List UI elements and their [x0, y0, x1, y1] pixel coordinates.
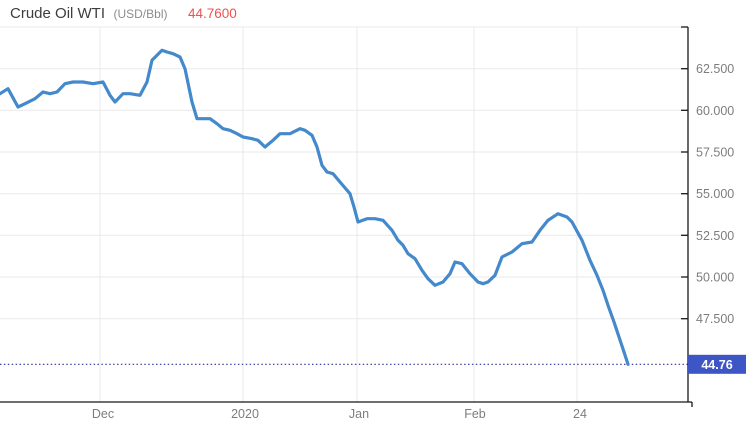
- chart-header: Crude Oil WTI (USD/Bbl) 44.7600: [10, 5, 237, 23]
- chart-title: Crude Oil WTI: [10, 5, 106, 22]
- plot-area[interactable]: [0, 27, 688, 402]
- last-price-text: 44.7600: [187, 6, 237, 21]
- y-axis-label: 55.000: [696, 187, 734, 201]
- y-axis-label: 47.500: [696, 312, 734, 326]
- x-axis-label: Jan: [349, 407, 369, 421]
- y-axis-label: 60.000: [696, 104, 734, 118]
- y-axis-label: 52.500: [696, 229, 734, 243]
- x-axis-label: Feb: [464, 407, 486, 421]
- x-axis-label: 24: [573, 407, 587, 421]
- y-axis-label: 50.000: [696, 271, 734, 285]
- y-axis-label: 62.500: [696, 62, 734, 76]
- price-badge-label: 44.76: [701, 358, 732, 372]
- chart-unit: (USD/Bbl): [113, 7, 168, 21]
- price-badge: [688, 354, 746, 374]
- price-series-line: [0, 48, 630, 366]
- y-axis-label: 57.500: [696, 146, 734, 160]
- x-axis-label: 2020: [231, 407, 259, 421]
- x-axis-label: Dec: [92, 407, 114, 421]
